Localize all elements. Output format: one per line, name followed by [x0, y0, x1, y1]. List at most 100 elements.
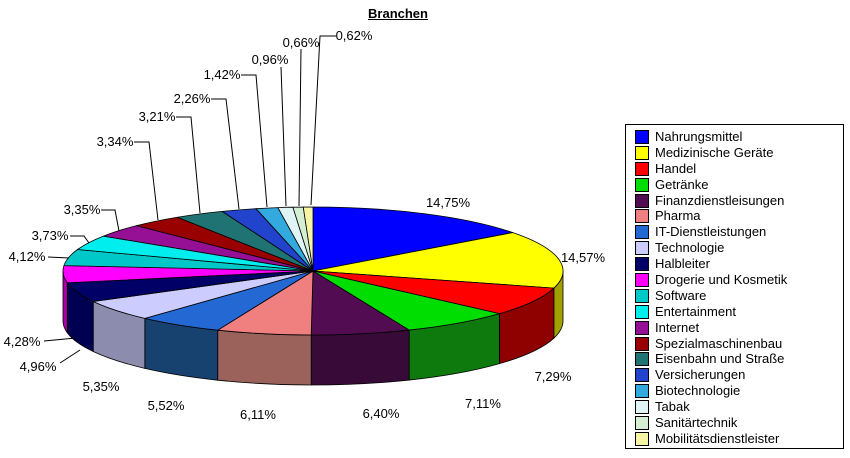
label-leader-line: [211, 98, 240, 210]
legend-label: Internet: [655, 319, 700, 335]
label-leader-line: [310, 35, 336, 206]
legend-color-swatch: [635, 257, 649, 272]
pie-slice-mobilitätsdienstleister: [302, 206, 314, 272]
slice-value-label-drogerie-und-kosmetik: 4,28%: [4, 334, 41, 349]
legend-label: Mobilitätsdienstleister: [655, 430, 780, 446]
slice-value-label-pharma: 6,11%: [240, 407, 276, 422]
slice-value-label-medizinische-geräte: 14,57%: [561, 250, 606, 265]
legend-label: Medizinische Geräte: [655, 144, 774, 160]
slice-value-label-spezialmaschinenbau: 3,34%: [97, 134, 134, 149]
legend-label: Sanitärtechnik: [655, 415, 738, 431]
legend-item-technologie: Technologie: [635, 240, 839, 256]
pie-slice-handel: [312, 270, 555, 315]
legend-label: Entertainment: [655, 303, 736, 319]
slice-value-label-tabak: 0,96%: [252, 52, 289, 67]
legend-label: Halbleiter: [655, 256, 710, 272]
label-leader-line: [280, 66, 287, 207]
slice-value-label-handel: 7,29%: [535, 369, 572, 384]
label-leader-line: [101, 209, 120, 232]
legend-item-getränke: Getränke: [635, 177, 839, 193]
legend-item-handel: Handel: [635, 161, 839, 177]
legend-label: Drogerie und Kosmetik: [655, 272, 788, 288]
legend-item-drogerie-und-kosmetik: Drogerie und Kosmetik: [635, 272, 839, 288]
label-leader-line: [70, 235, 90, 244]
slice-value-label-technologie: 5,35%: [83, 379, 120, 394]
legend-item-it-dienstleistungen: IT-Dienstleistungen: [635, 224, 839, 240]
pie-slice-getränke: [312, 270, 500, 331]
legend-item-sanitärtechnik: Sanitärtechnik: [635, 415, 839, 431]
legend-box: Nahrungsmittel Medizinische Geräte Handel G…: [625, 124, 844, 449]
legend-item-nahrungsmittel: Nahrungsmittel: [635, 129, 839, 145]
slice-value-label-finanzdienstleisungen: 6,40%: [363, 406, 400, 421]
slice-value-label-sanitärtechnik: 0,66%: [283, 35, 320, 50]
pie-slice-side-finanzdienstleisungen: [310, 329, 410, 386]
pie-slice-medizinische-geräte: [312, 232, 564, 289]
legend-color-swatch: [635, 415, 649, 430]
legend-color-swatch: [635, 129, 649, 144]
legend-label: Tabak: [655, 399, 690, 415]
pie-slice-nahrungsmittel: [312, 206, 514, 272]
legend-color-swatch: [635, 209, 649, 224]
legend-item-internet: Internet: [635, 320, 839, 336]
legend-label: Technologie: [655, 240, 725, 256]
legend-label: Handel: [655, 160, 697, 176]
slice-value-label-entertainment: 3,73%: [32, 228, 69, 243]
pie-slice-side-pharma: [217, 329, 312, 386]
legend-item-medizinische-geräte: Medizinische Geräte: [635, 145, 839, 161]
label-leader-line: [241, 74, 268, 208]
slice-value-label-internet: 3,35%: [64, 202, 101, 217]
slice-value-label-software: 4,12%: [9, 249, 46, 264]
slice-value-label-eisenbahn-und-straße: 3,21%: [139, 109, 176, 124]
legend-color-swatch: [635, 400, 649, 415]
legend-item-entertainment: Entertainment: [635, 304, 839, 320]
legend-label: Versicherungen: [655, 367, 746, 383]
legend-item-mobilitätsdienstleister: Mobilitätsdienstleister: [635, 431, 839, 447]
slice-value-label-biotechnologie: 1,42%: [204, 67, 241, 82]
legend-item-tabak: Tabak: [635, 399, 839, 415]
legend-color-swatch: [635, 352, 649, 367]
legend-color-swatch: [635, 145, 649, 160]
legend-color-swatch: [635, 304, 649, 319]
legend-item-pharma: Pharma: [635, 208, 839, 224]
legend-item-halbleiter: Halbleiter: [635, 256, 839, 272]
legend-color-swatch: [635, 368, 649, 383]
legend-item-biotechnologie: Biotechnologie: [635, 383, 839, 399]
legend-label: Getränke: [655, 176, 709, 192]
legend-item-software: Software: [635, 288, 839, 304]
slice-value-label-versicherungen: 2,26%: [174, 91, 211, 106]
legend-color-swatch: [635, 272, 649, 287]
legend-color-swatch: [635, 384, 649, 399]
legend-color-swatch: [635, 241, 649, 256]
legend-color-swatch: [635, 193, 649, 208]
slice-value-label-getränke: 7,11%: [465, 396, 501, 411]
label-leader-line: [59, 349, 81, 364]
legend-color-swatch: [635, 177, 649, 192]
slice-value-label-nahrungsmittel: 14,75%: [426, 195, 471, 210]
label-leader-line: [43, 337, 77, 342]
legend-label: Eisenbahn und Straße: [655, 351, 785, 367]
slice-value-label-mobilitätsdienstleister: 0,62%: [336, 28, 373, 43]
legend-label: Biotechnologie: [655, 383, 741, 399]
legend-label: Finanzdienstleisungen: [655, 192, 785, 208]
legend-item-versicherungen: Versicherungen: [635, 367, 839, 383]
slice-value-label-halbleiter: 4,96%: [20, 359, 57, 374]
legend-color-swatch: [635, 225, 649, 240]
slice-value-label-it-dienstleistungen: 5,52%: [148, 398, 185, 413]
label-leader-line: [176, 116, 201, 214]
legend-label: IT-Dienstleistungen: [655, 224, 767, 240]
legend-label: Software: [655, 287, 707, 303]
legend-label: Spezialmaschinenbau: [655, 335, 783, 351]
legend-item-eisenbahn-und-straße: Eisenbahn und Straße: [635, 351, 839, 367]
label-leader-line: [298, 48, 302, 207]
legend-color-swatch: [635, 288, 649, 303]
legend-label: Nahrungsmittel: [655, 129, 743, 144]
legend-color-swatch: [635, 336, 649, 351]
legend-label: Pharma: [655, 208, 701, 224]
legend-item-spezialmaschinenbau: Spezialmaschinenbau: [635, 336, 839, 352]
label-leader-line: [47, 256, 70, 259]
chart-title: Branchen: [368, 6, 428, 21]
label-leader-line: [134, 141, 159, 221]
legend-color-swatch: [635, 161, 649, 176]
